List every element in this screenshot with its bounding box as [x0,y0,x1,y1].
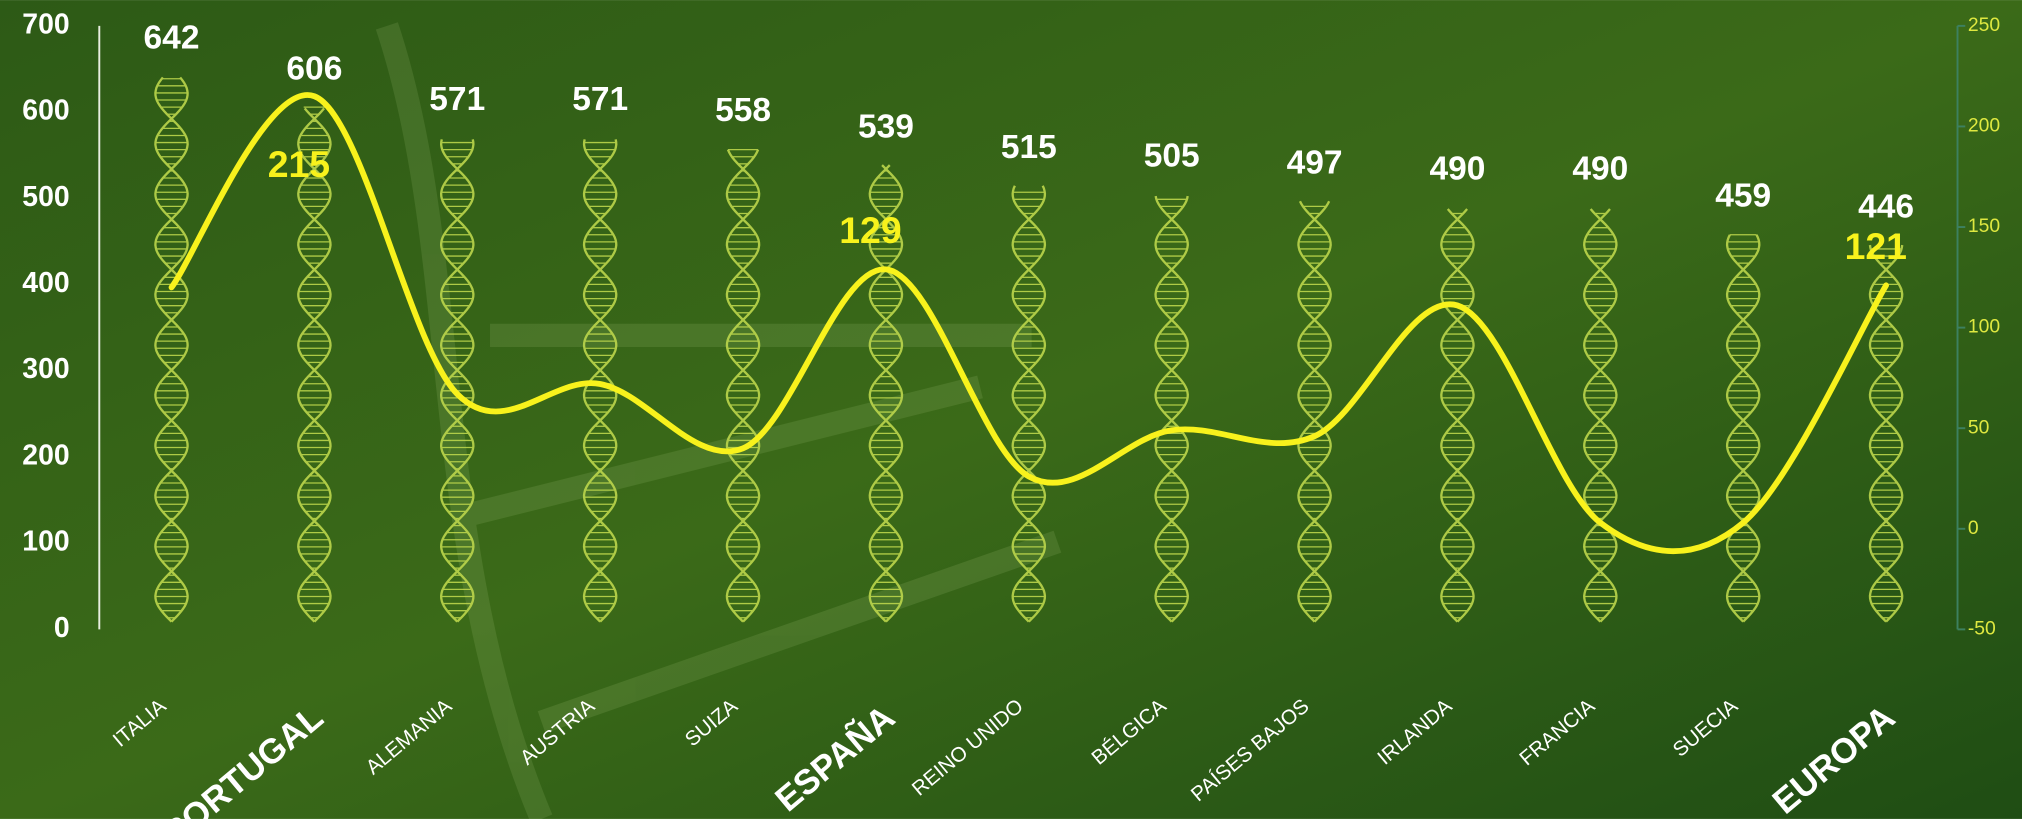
dna-strand [1440,208,1475,623]
dna-bar [1297,200,1332,623]
value-label: 505 [1144,138,1200,175]
dna-bar [439,139,475,623]
y-tick-label: 200 [22,439,69,471]
dna-bar [725,149,761,623]
y2-tick-label: 0 [1968,517,1979,539]
y2-tick-label: -50 [1968,617,1996,639]
dna-strand [1154,195,1189,623]
dna-strand [1011,185,1047,623]
y2-tick-label: 100 [1968,316,2000,338]
dna-bar [1011,185,1047,623]
dna-strand [154,76,189,623]
dna-strand [1154,195,1189,623]
dna-strand [1297,200,1332,623]
y-tick-label: 700 [22,8,69,40]
y2-tick-label: 250 [1968,14,2000,36]
value-label: 515 [1001,129,1057,166]
value-label: 642 [144,20,200,57]
dna-strand [725,149,761,623]
y2-tick-label: 200 [1968,115,2000,137]
y-tick-label: 500 [22,181,69,213]
dna-strand [1011,185,1047,623]
dna-strand [1583,208,1618,623]
line-value-label: 215 [268,143,330,185]
line [168,92,1889,555]
dna-strand [1440,208,1475,623]
value-label: 606 [286,51,342,88]
value-label: 446 [1858,189,1914,226]
value-label: 497 [1287,145,1343,182]
value-label: 490 [1429,151,1485,188]
dna-bar [1868,244,1904,623]
value-label: 571 [572,81,628,118]
y-tick-label: 400 [22,267,69,299]
value-label: 490 [1572,151,1628,188]
dna-bar [297,106,332,623]
y-tick-label: 0 [54,612,70,644]
y-tick-label: 100 [22,526,69,558]
dna-strand [1297,200,1332,623]
y-tick-label: 600 [22,95,69,127]
dna-strand [154,76,189,623]
line-value-label: 121 [1845,225,1907,267]
value-label: 558 [715,92,771,129]
dna-strand [297,107,332,623]
value-label: 539 [858,108,914,145]
y2-tick-label: 50 [1968,416,1990,438]
value-label: 571 [429,81,485,118]
dna-bar [1154,195,1189,623]
dna-bar [1440,208,1475,623]
dna-bar [1725,234,1761,623]
line-value-label: 129 [839,209,901,251]
y-tick-label: 300 [22,353,69,385]
dna-strand [297,107,332,623]
value-label: 459 [1715,177,1771,214]
dna-bar [868,164,904,623]
y2-tick-label: 150 [1968,215,2000,237]
dna-strand [725,149,761,623]
dna-bar [1583,208,1618,623]
dna-strand [1583,208,1618,623]
dna-bar [154,76,189,623]
